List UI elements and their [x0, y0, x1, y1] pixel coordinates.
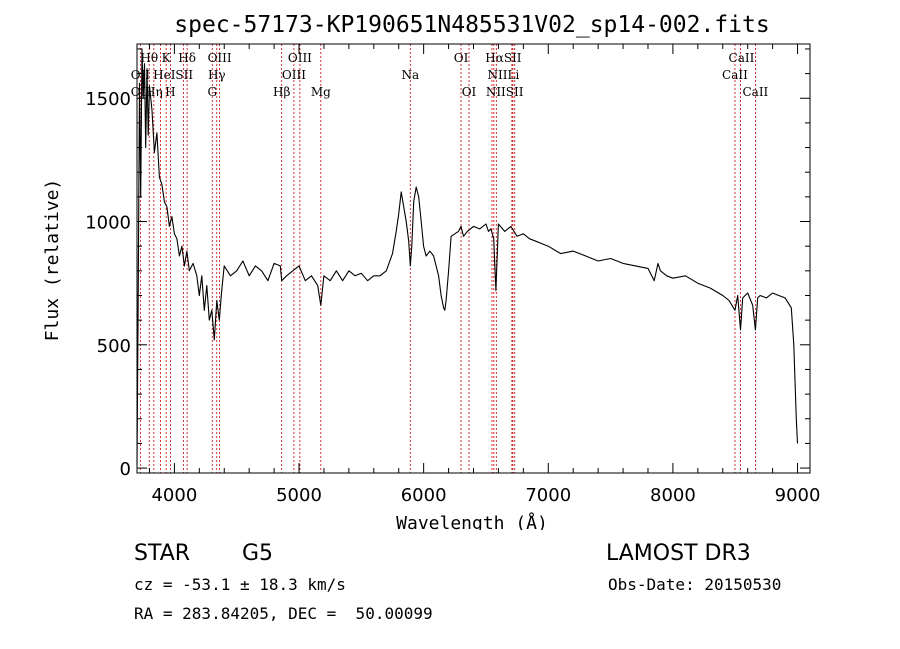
x-tick-label: 9000	[775, 485, 821, 506]
x-axis-ticks: 4000 5000 6000 7000 8000 9000	[148, 44, 821, 506]
x-tick-label: 5000	[276, 485, 322, 506]
line-label-oiii: OIII	[288, 51, 312, 65]
line-label-niisii: NIISII	[486, 85, 524, 99]
x-tick-label: 8000	[650, 485, 696, 506]
y-axis-ticks: 0 500 1000 1500	[85, 48, 810, 480]
line-label-hθ: Hθ	[140, 51, 158, 65]
line-label-mg: Mg	[311, 85, 331, 99]
line-label-hβ: Hβ	[273, 85, 290, 99]
y-axis-label: Flux (relative)	[42, 179, 63, 342]
line-label-caii: CaII	[722, 68, 748, 82]
spectrum-series-line	[136, 48, 799, 466]
line-label-oiii: OIII	[282, 68, 306, 82]
spectral-line-markers	[139, 44, 756, 473]
line-label-h: H	[165, 85, 175, 99]
line-label-hγ: Hγ	[208, 68, 226, 82]
line-label-hαsii: HαSII	[485, 51, 522, 65]
x-tick-label: 7000	[525, 485, 571, 506]
line-label-oiii: OIII	[208, 51, 232, 65]
x-tick-label: 6000	[401, 485, 447, 506]
line-label-hδ: Hδ	[178, 51, 196, 65]
spectrum-chart: spec-57173-KP190651N485531V02_sp14-002.f…	[42, 12, 821, 530]
spectral-line-labels: Hθ K Hδ OIII OIII OI HαSII CaII OII HeISII Hγ OIII N…	[131, 51, 769, 99]
x-axis-label: Wavelength (Å)	[396, 512, 548, 530]
line-label-caii: CaII	[742, 85, 768, 99]
line-label-na: Na	[401, 68, 419, 82]
x-tick-label: 4000	[151, 485, 197, 506]
line-label-heisii: HeISII	[153, 68, 193, 82]
y-tick-label: 1500	[85, 89, 131, 110]
spectral-subclass: G5	[242, 541, 274, 566]
plot-frame	[136, 43, 811, 474]
object-class: STAR	[134, 541, 191, 566]
line-label-oi: OI	[462, 85, 477, 99]
y-tick-label: 500	[97, 336, 131, 357]
survey-name: LAMOST DR3	[606, 541, 751, 566]
line-label-oii: OII	[131, 68, 151, 82]
line-label-g: G	[207, 85, 217, 99]
line-label-caii: CaII	[729, 51, 755, 65]
redshift-value: cz = -53.1 ± 18.3 km/s	[134, 575, 346, 594]
y-tick-label: 1000	[85, 213, 131, 234]
line-label-niili: NIILi	[488, 68, 520, 82]
line-label-k: K	[162, 51, 172, 65]
chart-title: spec-57173-KP190651N485531V02_sp14-002.f…	[174, 12, 769, 38]
observation-date: Obs-Date: 20150530	[608, 575, 782, 594]
y-tick-label: 0	[120, 459, 131, 480]
line-label-oi: OI	[454, 51, 469, 65]
ra-dec-coordinates: RA = 283.84205, DEC = 50.00099	[134, 604, 433, 623]
